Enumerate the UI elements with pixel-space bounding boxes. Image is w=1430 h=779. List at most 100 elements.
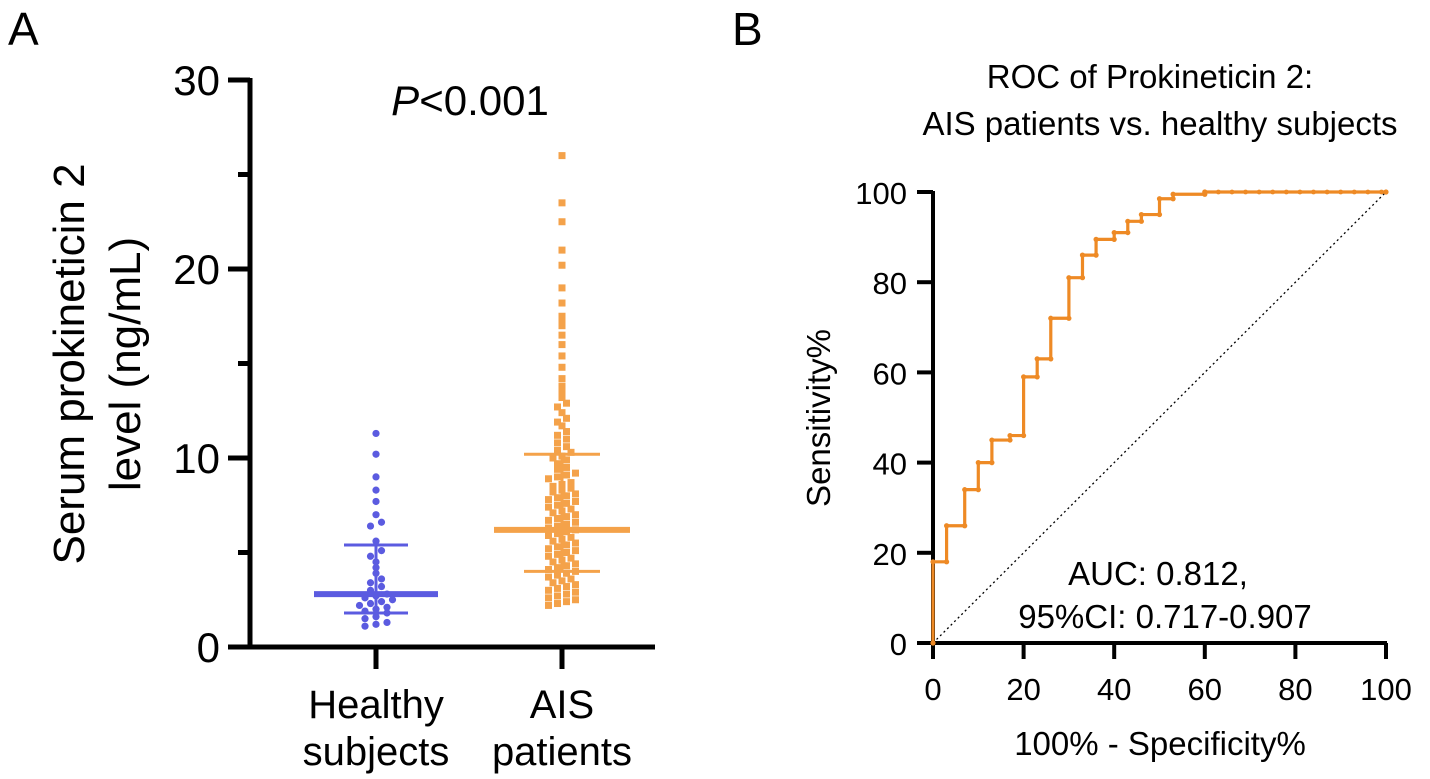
ais-data-point bbox=[554, 460, 561, 468]
ais-data-point bbox=[563, 414, 570, 422]
roc-point bbox=[1138, 218, 1144, 224]
y-tick-label: 40 bbox=[873, 447, 907, 482]
ais-data-point bbox=[572, 596, 579, 604]
healthy-data-point bbox=[372, 613, 380, 621]
roc-point bbox=[1093, 252, 1099, 258]
healthy-data-point bbox=[372, 473, 380, 481]
ais-data-point bbox=[558, 388, 566, 396]
roc-point bbox=[1170, 196, 1176, 202]
x-category-label-line2: subjects bbox=[303, 730, 450, 774]
healthy-data-point bbox=[383, 618, 391, 627]
roc-point bbox=[1021, 432, 1027, 439]
ais-data-point bbox=[554, 530, 561, 538]
roc-point bbox=[1111, 229, 1117, 236]
y-tick-label: 20 bbox=[173, 246, 220, 293]
ais-data-point bbox=[554, 494, 561, 502]
auc-annotation-line1: AUC: 0.812, bbox=[1068, 555, 1248, 592]
ais-data-point bbox=[545, 516, 552, 524]
ais-data-point bbox=[558, 341, 566, 349]
healthy-data-point bbox=[372, 620, 380, 628]
roc-point bbox=[1066, 275, 1072, 281]
healthy-data-point bbox=[372, 511, 380, 519]
x-tick-label: 100 bbox=[1360, 672, 1412, 707]
ais-data-point bbox=[545, 475, 552, 483]
ais-data-point bbox=[554, 431, 561, 439]
roc-point bbox=[1048, 315, 1054, 321]
ais-data-point bbox=[563, 549, 570, 556]
ais-data-point bbox=[545, 586, 552, 594]
healthy-data-point bbox=[366, 599, 375, 608]
roc-plateau-point bbox=[1270, 189, 1276, 195]
ais-data-point bbox=[554, 564, 561, 572]
ais-data-point bbox=[563, 435, 570, 443]
roc-curve-line bbox=[931, 190, 1386, 643]
ais-data-point bbox=[545, 594, 552, 602]
ais-data-point bbox=[558, 363, 566, 371]
roc-point bbox=[930, 559, 936, 565]
ais-data-point bbox=[558, 299, 566, 307]
ais-data-point bbox=[558, 352, 566, 360]
ais-data-point bbox=[549, 454, 557, 462]
x-tick-label: 0 bbox=[924, 672, 941, 707]
roc-plateau-point bbox=[1215, 189, 1221, 195]
ais-data-point bbox=[554, 584, 561, 592]
x-tick-label: 80 bbox=[1278, 672, 1312, 707]
ais-data-point bbox=[572, 490, 579, 498]
ais-data-point bbox=[554, 473, 561, 481]
ais-data-point bbox=[563, 492, 570, 500]
y-axis-label-line1: Serum prokineticin 2 bbox=[45, 163, 94, 564]
p-value-symbol: P bbox=[391, 77, 419, 124]
ais-data-point bbox=[563, 513, 570, 521]
ais-data-point bbox=[554, 418, 561, 426]
healthy-data-point bbox=[361, 615, 369, 623]
ais-data-point bbox=[554, 543, 561, 551]
healthy-data-point bbox=[377, 518, 386, 526]
ais-data-point bbox=[572, 581, 579, 589]
roc-point bbox=[1138, 211, 1144, 218]
roc-plateau-point bbox=[1338, 189, 1344, 195]
healthy-data-point bbox=[372, 497, 380, 506]
ais-data-point bbox=[558, 577, 566, 585]
roc-plateau-point bbox=[1351, 189, 1357, 195]
roc-point bbox=[1156, 196, 1163, 202]
roc-point bbox=[930, 640, 936, 646]
chart-a-beeswarm: 0 10 20 30 Serum prokineticin 2 level (ng/mL)… bbox=[45, 57, 655, 774]
roc-plateau-point bbox=[1297, 189, 1303, 195]
ais-data-point bbox=[549, 579, 557, 587]
ais-data-point bbox=[563, 541, 570, 549]
y-tick-label: 60 bbox=[873, 356, 907, 391]
healthy-data-point bbox=[377, 582, 386, 591]
roc-point bbox=[989, 460, 995, 466]
healthy-data-point bbox=[388, 596, 397, 604]
chart-title-line1: ROC of Prokineticin 2: bbox=[987, 58, 1313, 95]
y-tick-label: 20 bbox=[873, 537, 907, 572]
ais-data-point bbox=[563, 428, 570, 436]
y-tick-label: 0 bbox=[197, 624, 220, 671]
ais-data-point bbox=[554, 446, 561, 454]
roc-plateau-point bbox=[1283, 189, 1289, 195]
ais-data-point bbox=[558, 316, 566, 324]
ais-data-point bbox=[558, 375, 566, 383]
ais-data-point bbox=[572, 539, 579, 547]
x-category-label-line2: patients bbox=[492, 730, 632, 774]
roc-point bbox=[975, 460, 981, 466]
ais-data-point bbox=[558, 312, 566, 320]
healthy-data-point bbox=[366, 579, 375, 587]
ais-data-point bbox=[554, 501, 561, 509]
ais-data-point bbox=[545, 545, 552, 553]
roc-point bbox=[1034, 356, 1040, 362]
panel-label-b: B bbox=[732, 3, 763, 55]
ais-data-point bbox=[563, 562, 570, 570]
x-category-label-line1: AIS bbox=[530, 683, 594, 727]
ais-data-point bbox=[554, 403, 561, 411]
ais-data-point bbox=[545, 496, 552, 504]
p-value-text: <0.001 bbox=[419, 77, 549, 124]
roc-point bbox=[1383, 189, 1389, 195]
roc-plateau-point bbox=[1243, 189, 1248, 195]
ais-data-point bbox=[558, 199, 566, 207]
ais-data-point bbox=[572, 497, 579, 505]
ais-data-point bbox=[563, 443, 570, 451]
roc-plateau-point bbox=[1202, 189, 1208, 195]
roc-point bbox=[1021, 374, 1027, 380]
roc-point bbox=[975, 487, 981, 493]
